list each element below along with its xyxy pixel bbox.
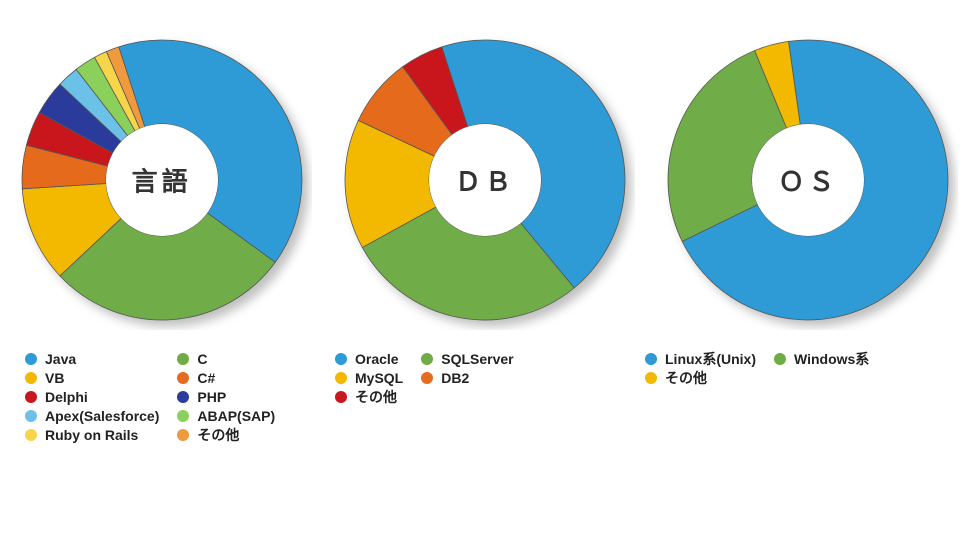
chart-title-lang: 言語 <box>132 162 192 199</box>
legend-item: ABAP(SAP) <box>177 407 275 426</box>
legend-swatch <box>645 353 657 365</box>
legend-item: C <box>177 350 275 369</box>
legend-label: その他 <box>355 388 397 407</box>
legend-column: OracleMySQLその他 <box>335 350 403 407</box>
legend-label: MySQL <box>355 369 403 388</box>
legend-label: C <box>197 350 207 369</box>
legend-column: Linux系(Unix)その他 <box>645 350 756 388</box>
legend-swatch <box>177 391 189 403</box>
chart-title-os: ＯＳ <box>778 162 838 199</box>
legend-label: C# <box>197 369 215 388</box>
legend-swatch <box>25 391 37 403</box>
legend-item: Ruby on Rails <box>25 426 159 445</box>
legend-swatch <box>25 353 37 365</box>
legend-swatch <box>25 410 37 422</box>
legend-item: その他 <box>335 388 403 407</box>
legend-item: Apex(Salesforce) <box>25 407 159 426</box>
charts-row: 言語 ＤＢ ＯＳ <box>0 0 970 330</box>
legend-item: C# <box>177 369 275 388</box>
chart-lang: 言語 <box>12 30 312 330</box>
legend-column: JavaVBDelphiApex(Salesforce)Ruby on Rail… <box>25 350 159 444</box>
legend-swatch <box>335 353 347 365</box>
chart-os: ＯＳ <box>658 30 958 330</box>
legend-label: PHP <box>197 388 226 407</box>
legend-column: SQLServerDB2 <box>421 350 513 407</box>
legend-swatch <box>335 372 347 384</box>
legend-swatch <box>421 353 433 365</box>
legend-item: その他 <box>645 369 756 388</box>
chart-title-db: ＤＢ <box>455 162 515 199</box>
legend-item: Java <box>25 350 159 369</box>
legend-label: その他 <box>665 369 707 388</box>
legend-label: Ruby on Rails <box>45 426 138 445</box>
legend-label: VB <box>45 369 64 388</box>
legend-column: Windows系 <box>774 350 869 388</box>
legend-label: Apex(Salesforce) <box>45 407 159 426</box>
legend-item: MySQL <box>335 369 403 388</box>
legend-item: Oracle <box>335 350 403 369</box>
legend-item: その他 <box>177 426 275 445</box>
legend-swatch <box>177 372 189 384</box>
legend-swatch <box>177 353 189 365</box>
legend-swatch <box>177 410 189 422</box>
legend-swatch <box>25 372 37 384</box>
legend-label: SQLServer <box>441 350 513 369</box>
legend-label: Delphi <box>45 388 88 407</box>
legend-label: その他 <box>197 426 239 445</box>
legend-item: DB2 <box>421 369 513 388</box>
legend-item: Delphi <box>25 388 159 407</box>
legend-swatch <box>177 429 189 441</box>
legend-item: Windows系 <box>774 350 869 369</box>
legend-label: ABAP(SAP) <box>197 407 275 426</box>
legend-swatch <box>421 372 433 384</box>
legend-swatch <box>25 429 37 441</box>
legend-label: Windows系 <box>794 350 869 369</box>
legend-label: Oracle <box>355 350 399 369</box>
legend-os: Linux系(Unix)その他 Windows系 <box>645 350 945 444</box>
legend-swatch <box>645 372 657 384</box>
legend-item: VB <box>25 369 159 388</box>
legend-lang: JavaVBDelphiApex(Salesforce)Ruby on Rail… <box>25 350 325 444</box>
legend-item: SQLServer <box>421 350 513 369</box>
legend-label: DB2 <box>441 369 469 388</box>
legend-db: OracleMySQLその他 SQLServerDB2 <box>335 350 635 444</box>
legend-label: Linux系(Unix) <box>665 350 756 369</box>
legends-row: JavaVBDelphiApex(Salesforce)Ruby on Rail… <box>0 330 970 444</box>
legend-item: Linux系(Unix) <box>645 350 756 369</box>
legend-swatch <box>335 391 347 403</box>
legend-column: CC#PHPABAP(SAP)その他 <box>177 350 275 444</box>
chart-db: ＤＢ <box>335 30 635 330</box>
legend-label: Java <box>45 350 76 369</box>
legend-swatch <box>774 353 786 365</box>
legend-item: PHP <box>177 388 275 407</box>
